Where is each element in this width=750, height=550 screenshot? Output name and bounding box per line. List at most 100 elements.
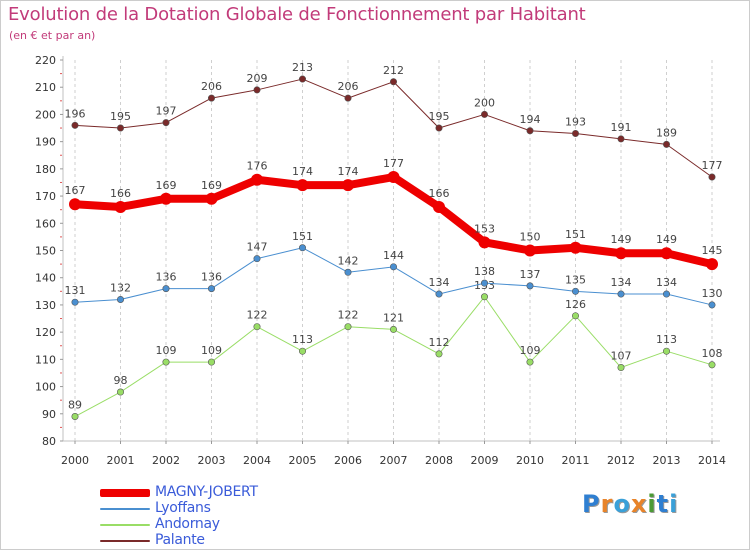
data-label-Andornay-2000: 89 <box>68 399 82 412</box>
y-tick-label-150: 150 <box>35 245 56 258</box>
point-Andornay-2006 <box>344 323 352 331</box>
point-Andornay-2011 <box>571 312 579 320</box>
point-MAGNY-JOBERT-2005 <box>296 179 309 192</box>
point-Andornay-2001 <box>117 388 125 396</box>
proxiti-logo: Proxiti <box>582 490 678 518</box>
point-Palante-2002 <box>162 119 170 127</box>
data-label-Andornay-2013: 113 <box>656 333 677 346</box>
data-label-MAGNY-JOBERT-2003: 169 <box>201 179 222 192</box>
point-Andornay-2003 <box>208 358 216 366</box>
y-tick-label-180: 180 <box>35 163 56 176</box>
data-label-MAGNY-JOBERT-2010: 150 <box>520 231 541 244</box>
point-MAGNY-JOBERT-2013 <box>660 247 673 260</box>
point-Palante-2006 <box>344 94 352 102</box>
point-Lyoffans-2003 <box>208 285 216 293</box>
data-label-MAGNY-JOBERT-2014: 145 <box>702 244 723 257</box>
data-label-Andornay-2002: 109 <box>156 344 177 357</box>
legend: MAGNY-JOBERT Lyoffans Andornay Palante <box>100 484 360 549</box>
legend-item-MAGNY-JOBERT: MAGNY-JOBERT <box>100 484 360 501</box>
point-MAGNY-JOBERT-2008 <box>433 200 445 213</box>
point-MAGNY-JOBERT-2012 <box>615 247 627 260</box>
data-label-Palante-2007: 212 <box>383 64 404 77</box>
data-label-Palante-2014: 177 <box>702 159 723 172</box>
y-tick-label-80: 80 <box>42 435 56 448</box>
data-label-Andornay-2007: 121 <box>383 311 404 324</box>
data-label-Palante-2002: 197 <box>156 105 177 118</box>
legend-swatch <box>100 540 150 542</box>
x-tick-label-2014: 2014 <box>698 454 726 467</box>
x-tick-label-2003: 2003 <box>198 454 226 467</box>
point-MAGNY-JOBERT-2010 <box>524 244 536 257</box>
point-Andornay-2007 <box>389 325 397 333</box>
data-label-MAGNY-JOBERT-2008: 166 <box>429 187 450 200</box>
x-tick-label-2006: 2006 <box>334 454 362 467</box>
y-tick-label-160: 160 <box>35 217 56 230</box>
x-tick-label-2002: 2002 <box>152 454 180 467</box>
legend-swatch <box>100 508 150 510</box>
y-tick-label-130: 130 <box>35 299 56 312</box>
data-label-Andornay-2005: 113 <box>292 333 313 346</box>
data-label-Palante-2003: 206 <box>201 80 222 93</box>
data-label-MAGNY-JOBERT-2007: 177 <box>383 157 404 170</box>
point-Palante-2009 <box>480 110 488 118</box>
point-Lyoffans-2005 <box>298 244 306 252</box>
point-Lyoffans-2001 <box>117 295 125 303</box>
data-label-Palante-2000: 196 <box>65 107 86 120</box>
logo-letter: i <box>647 490 657 518</box>
point-MAGNY-JOBERT-2007 <box>387 171 400 184</box>
data-label-Lyoffans-2004: 147 <box>247 241 268 254</box>
line-chart: 8090100110120130140150160170180190200210… <box>35 54 726 467</box>
point-Andornay-2010 <box>526 358 534 366</box>
point-Lyoffans-2008 <box>435 290 443 298</box>
x-tick-label-2000: 2000 <box>61 454 89 467</box>
data-label-MAGNY-JOBERT-2006: 174 <box>338 165 359 178</box>
legend-label: Andornay <box>155 516 220 532</box>
data-label-Lyoffans-2013: 134 <box>656 276 677 289</box>
data-label-Andornay-2010: 109 <box>520 344 541 357</box>
legend-item-Palante: Palante <box>100 532 360 549</box>
data-label-Palante-2009: 200 <box>474 96 495 109</box>
point-Andornay-2008 <box>435 350 443 358</box>
data-label-Lyoffans-2000: 131 <box>65 284 86 297</box>
data-label-Andornay-2003: 109 <box>201 344 222 357</box>
point-Palante-2007 <box>389 78 397 86</box>
legend-swatch <box>100 524 150 526</box>
data-label-Lyoffans-2008: 134 <box>429 276 450 289</box>
point-MAGNY-JOBERT-2014 <box>706 258 718 271</box>
data-label-Palante-2008: 195 <box>429 110 450 123</box>
y-tick-label-100: 100 <box>35 381 56 394</box>
point-Palante-2004 <box>253 86 261 94</box>
data-label-Lyoffans-2011: 135 <box>565 273 586 286</box>
chart-title: Evolution de la Dotation Globale de Fonc… <box>8 4 586 25</box>
data-label-Lyoffans-2010: 137 <box>520 268 541 281</box>
logo-letter: r <box>600 490 614 518</box>
data-label-MAGNY-JOBERT-2011: 151 <box>565 228 586 241</box>
y-tick-label-90: 90 <box>42 408 56 421</box>
data-label-Palante-2011: 193 <box>565 115 586 128</box>
point-Palante-2010 <box>526 127 534 135</box>
point-MAGNY-JOBERT-2009 <box>478 236 491 249</box>
point-Andornay-2002 <box>162 358 170 366</box>
x-tick-label-2005: 2005 <box>289 454 317 467</box>
point-MAGNY-JOBERT-2001 <box>114 200 127 213</box>
point-Lyoffans-2000 <box>71 298 79 306</box>
point-Palante-2011 <box>571 129 579 137</box>
data-label-Palante-2005: 213 <box>292 61 313 74</box>
point-Lyoffans-2012 <box>617 290 625 298</box>
point-Palante-2001 <box>117 124 125 132</box>
data-label-MAGNY-JOBERT-2009: 153 <box>474 222 495 235</box>
point-Palante-2008 <box>435 124 443 132</box>
legend-swatch <box>100 489 150 497</box>
x-tick-label-2012: 2012 <box>607 454 635 467</box>
point-Lyoffans-2007 <box>389 263 397 271</box>
logo-letter: i <box>669 490 679 518</box>
data-label-Palante-2013: 189 <box>656 126 677 139</box>
y-tick-label-210: 210 <box>35 81 56 94</box>
point-MAGNY-JOBERT-2011 <box>569 241 582 254</box>
legend-label: MAGNY-JOBERT <box>155 484 258 500</box>
legend-item-Lyoffans: Lyoffans <box>100 500 360 517</box>
point-Andornay-2012 <box>617 364 625 372</box>
x-tick-label-2007: 2007 <box>380 454 408 467</box>
point-Lyoffans-2002 <box>162 285 170 293</box>
